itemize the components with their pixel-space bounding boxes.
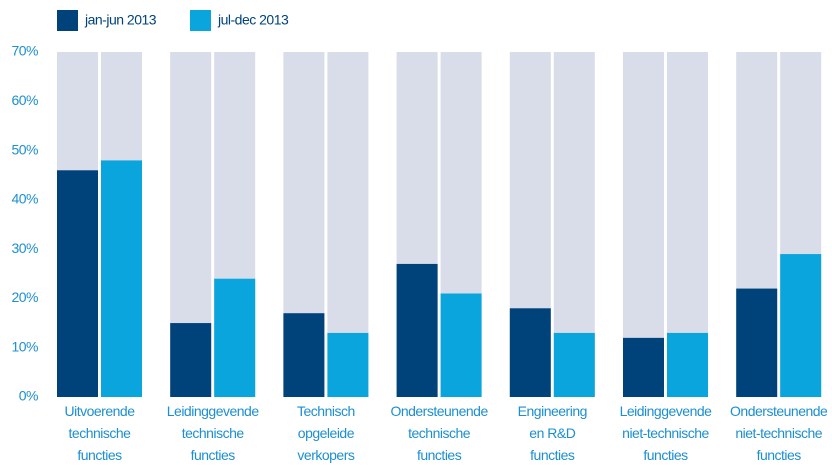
legend-label: jan-jun 2013: [84, 12, 157, 28]
x-tick-label: Engineering en R&D functies: [518, 403, 587, 463]
x-tick-label-line: opgeleide: [298, 425, 355, 441]
legend-swatch: [190, 10, 211, 31]
x-tick-label: Leidinggevende niet-technische functies: [620, 403, 713, 463]
bar: [283, 313, 325, 397]
x-tick-label-line: technische: [182, 425, 245, 441]
y-tick-label: 0%: [19, 388, 38, 404]
x-tick-label-line: functies: [417, 447, 462, 463]
x-tick-label-line: en R&D: [529, 425, 575, 441]
legend-label: jul-dec 2013: [217, 12, 289, 28]
x-tick-label-line: Leidinggevende: [620, 403, 713, 419]
y-tick-label: 50%: [11, 141, 38, 157]
x-tick-label-line: verkopers: [297, 447, 354, 463]
x-tick-label: Ondersteunende technische functies: [390, 403, 488, 463]
y-tick-label: 60%: [11, 92, 38, 108]
bar: [214, 278, 256, 397]
x-tick-label-line: Uitvoerende: [65, 403, 136, 419]
bar: [440, 293, 482, 397]
x-tick-label-line: functies: [530, 447, 575, 463]
legend-swatch: [57, 10, 78, 31]
x-tick-label-line: technische: [408, 425, 471, 441]
x-tick-label-line: Ondersteunende: [730, 403, 828, 419]
bar: [736, 288, 778, 397]
x-tick-label-line: Ondersteunende: [390, 403, 488, 419]
y-tick-label: 30%: [11, 240, 38, 256]
x-tick-label-line: Technisch: [297, 403, 355, 419]
x-tick-label: Ondersteunende niet-technische functies: [730, 403, 828, 463]
bar: [327, 332, 369, 397]
bar: [57, 170, 98, 397]
bar: [170, 323, 212, 397]
x-tick-label-line: functies: [77, 447, 122, 463]
x-tick-label-line: Leidinggevende: [167, 403, 260, 419]
x-tick-label: Leidinggevende technische functies: [167, 403, 260, 463]
bar: [396, 263, 438, 397]
x-tick-label-line: functies: [643, 447, 688, 463]
x-tick-label-line: Engineering: [518, 403, 587, 419]
y-tick-label: 70%: [11, 43, 38, 59]
x-tick-label-line: niet-technische: [735, 425, 822, 441]
y-tick-label: 20%: [11, 289, 38, 305]
x-tick-label-line: niet-technische: [622, 425, 709, 441]
bar: [667, 332, 708, 397]
bar: [623, 337, 664, 397]
bar: [101, 160, 142, 397]
y-tick-label: 40%: [11, 191, 38, 207]
x-tick-label-line: functies: [757, 447, 802, 463]
y-tick-label: 10%: [11, 338, 38, 354]
bar: [780, 254, 822, 397]
x-tick-label: Technisch opgeleide verkopers: [297, 403, 355, 463]
bar: [509, 308, 551, 397]
x-tick-label-line: functies: [191, 447, 236, 463]
x-tick-label-line: technische: [69, 425, 132, 441]
bar: [553, 332, 595, 397]
x-tick-label: Uitvoerende technische functies: [65, 403, 136, 463]
